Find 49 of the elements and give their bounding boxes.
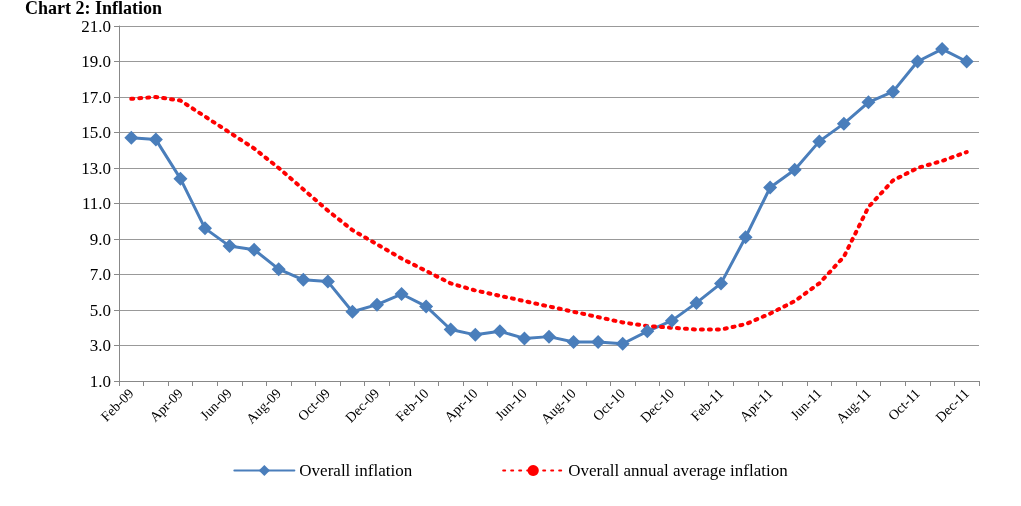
point bbox=[443, 322, 458, 337]
point bbox=[640, 324, 655, 339]
point bbox=[124, 130, 139, 145]
point bbox=[370, 297, 384, 312]
point bbox=[517, 331, 532, 346]
y-tick-label: 13.0 bbox=[81, 158, 111, 178]
point bbox=[812, 134, 827, 149]
point bbox=[345, 304, 360, 319]
point bbox=[247, 242, 262, 257]
point bbox=[271, 262, 286, 277]
point bbox=[664, 313, 679, 328]
point bbox=[320, 274, 335, 289]
chart-title: Chart 2: Inflation bbox=[25, 0, 163, 18]
point bbox=[148, 132, 163, 147]
y-tick-label: 1.0 bbox=[89, 371, 111, 391]
point bbox=[787, 162, 802, 177]
legend-label: Overall annual average inflation bbox=[568, 461, 789, 480]
point bbox=[222, 239, 237, 254]
point bbox=[836, 116, 851, 131]
point bbox=[198, 221, 212, 236]
point bbox=[419, 299, 434, 314]
point bbox=[394, 287, 409, 302]
point bbox=[173, 171, 188, 186]
y-tick-label: 21.0 bbox=[81, 16, 111, 36]
point bbox=[689, 295, 704, 310]
point bbox=[763, 180, 778, 195]
y-tick-label: 7.0 bbox=[89, 265, 111, 284]
point bbox=[714, 276, 728, 291]
y-tick-label: 19.0 bbox=[81, 52, 111, 71]
y-tick-label: 17.0 bbox=[81, 87, 111, 107]
y-tick-label: 15.0 bbox=[81, 123, 111, 142]
point bbox=[738, 230, 753, 245]
point bbox=[615, 336, 630, 351]
point bbox=[296, 272, 311, 287]
point bbox=[959, 54, 974, 69]
point bbox=[591, 334, 606, 349]
point bbox=[861, 95, 876, 110]
y-tick-label: 9.0 bbox=[89, 229, 111, 249]
legend-label: Overall inflation bbox=[299, 461, 413, 480]
point bbox=[910, 54, 925, 69]
point bbox=[468, 327, 483, 342]
point bbox=[542, 329, 556, 344]
y-tick-label: 3.0 bbox=[89, 336, 111, 355]
point bbox=[492, 324, 507, 339]
point bbox=[886, 84, 900, 99]
y-tick-label: 5.0 bbox=[89, 300, 111, 320]
point bbox=[935, 42, 950, 57]
y-tick-label: 11.0 bbox=[81, 194, 111, 213]
point bbox=[566, 334, 581, 349]
